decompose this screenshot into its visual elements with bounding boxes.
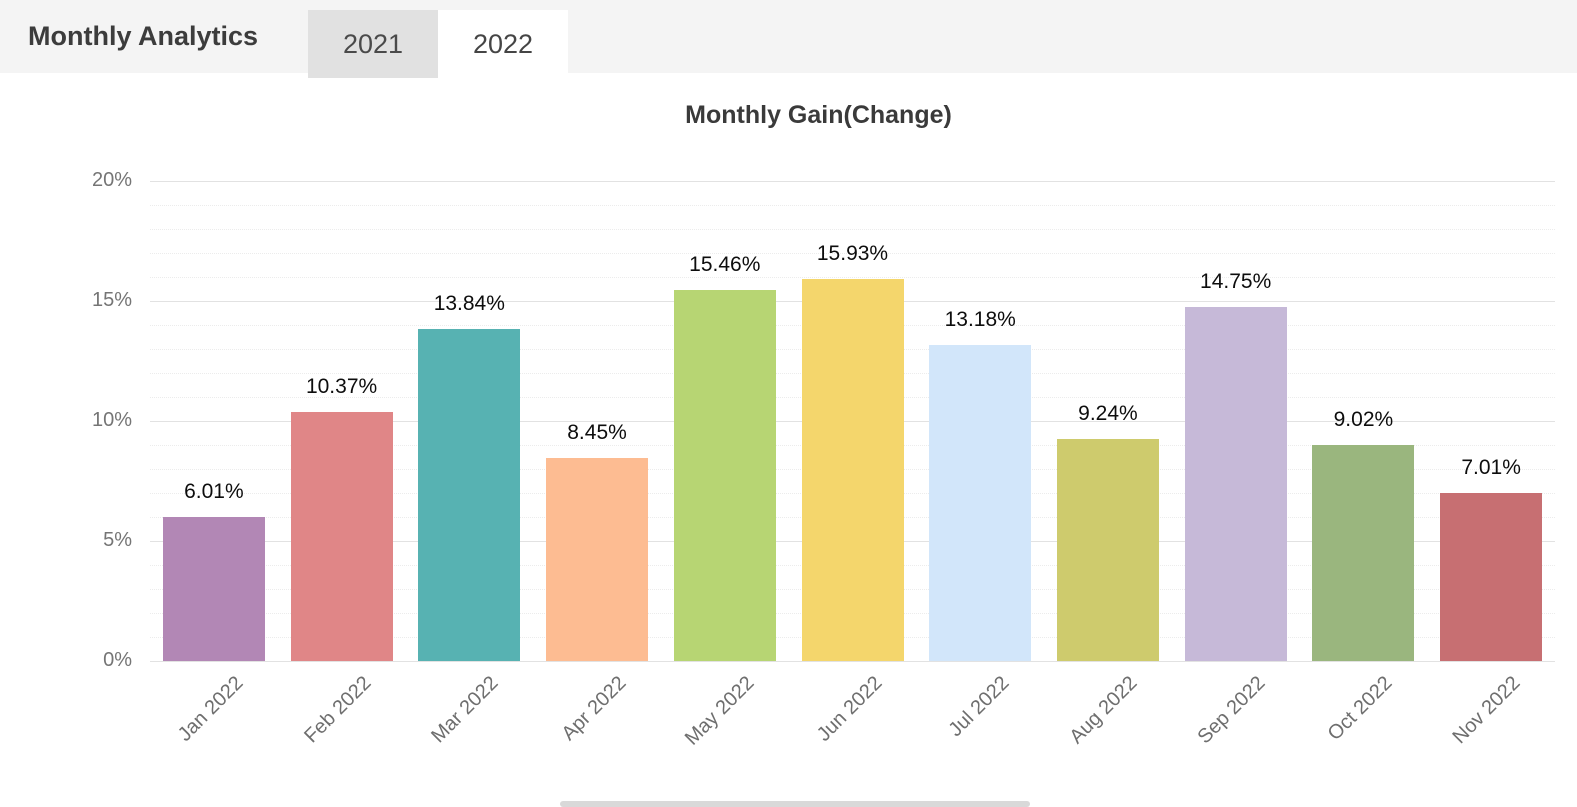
x-axis-tick-label: Jun 2022 — [812, 672, 887, 746]
x-axis-tick-label: Jul 2022 — [944, 672, 1014, 742]
tab-2021[interactable]: 2021 — [308, 10, 438, 78]
header-bar: Monthly Analytics 2021 2022 — [0, 0, 1577, 78]
bar-value-label: 9.24% — [1078, 402, 1138, 426]
y-axis-tick-label: 5% — [103, 529, 132, 551]
bar-jun-2022[interactable] — [801, 278, 904, 661]
bar-apr-2022[interactable] — [546, 458, 649, 661]
page-title: Monthly Analytics — [28, 21, 259, 51]
bar-feb-2022[interactable] — [290, 412, 393, 661]
bar-value-label: 9.02% — [1333, 407, 1394, 431]
x-axis-tick-label: Nov 2022 — [1448, 672, 1525, 749]
x-axis-tick-label: Apr 2022 — [557, 672, 631, 745]
x-axis-tick-label: Feb 2022 — [299, 672, 376, 748]
year-tabs: 2021 2022 — [308, 10, 568, 78]
bar-value-label: 15.46% — [689, 252, 761, 276]
gridline-minor — [150, 205, 1555, 206]
y-axis-tick-label: 10% — [91, 409, 132, 431]
bar-value-label: 15.93% — [816, 241, 889, 265]
bar-oct-2022[interactable] — [1312, 444, 1415, 661]
y-axis-tick-label: 20% — [91, 169, 132, 191]
gridline-minor — [150, 253, 1555, 254]
bar-value-label: 8.45% — [567, 421, 627, 445]
bar-value-label: 13.18% — [944, 307, 1016, 331]
plot-area: 0% 5% 10% 15% 20% 6.01% Jan 2022 10.37% Feb 2022… — [0, 73, 1577, 807]
y-axis-tick-label: 0% — [103, 649, 132, 671]
bar-aug-2022[interactable] — [1056, 439, 1159, 661]
tab-2022[interactable]: 2022 — [438, 10, 568, 78]
y-axis-tick-label: 15% — [91, 289, 132, 311]
bar-value-label: 14.75% — [1200, 270, 1272, 293]
x-axis-tick-label: May 2022 — [680, 672, 759, 750]
x-axis-tick-label: Mar 2022 — [427, 672, 503, 748]
bar-nov-2022[interactable] — [1440, 492, 1543, 661]
bar-sep-2022[interactable] — [1184, 307, 1287, 661]
x-axis-tick-label: Oct 2022 — [1324, 672, 1397, 745]
bar-value-label: 7.01% — [1461, 455, 1521, 479]
bar-mar-2022[interactable] — [418, 328, 521, 661]
bar-jul-2022[interactable] — [929, 344, 1032, 661]
bar-may-2022[interactable] — [673, 289, 776, 661]
bar-value-label: 10.37% — [305, 375, 378, 399]
x-axis-tick-label: Aug 2022 — [1065, 672, 1142, 749]
chart-title: Monthly Gain(Change) — [685, 101, 952, 129]
gridline-major — [150, 181, 1555, 182]
gridline-minor — [150, 277, 1555, 278]
gridline-major — [150, 661, 1555, 662]
x-axis-tick-label: Sep 2022 — [1193, 672, 1270, 749]
monthly-gain-chart: Monthly Gain(Change) 0% 5% 10% 15% 20% 6.01% J… — [0, 73, 1577, 807]
bar-value-label: 13.84% — [433, 291, 505, 315]
bar-value-label: 6.01% — [184, 479, 244, 503]
x-axis-tick-label: Jan 2022 — [173, 672, 248, 746]
bar-jan-2022[interactable] — [162, 516, 265, 661]
gridline-minor — [150, 229, 1555, 230]
horizontal-scrollbar[interactable] — [560, 801, 1030, 807]
